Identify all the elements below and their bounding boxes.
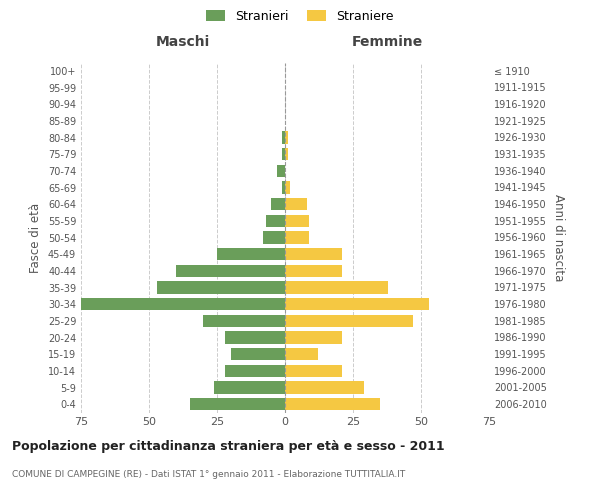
Bar	[190, 398, 285, 410]
Bar	[285, 331, 342, 344]
Bar	[285, 298, 429, 310]
Bar	[285, 348, 317, 360]
Bar	[266, 214, 285, 227]
Bar	[282, 181, 285, 194]
Legend: Stranieri, Straniere: Stranieri, Straniere	[203, 6, 397, 26]
Bar	[285, 148, 288, 160]
Bar	[217, 248, 285, 260]
Text: Femmine: Femmine	[352, 34, 422, 48]
Y-axis label: Anni di nascita: Anni di nascita	[552, 194, 565, 281]
Bar	[282, 148, 285, 160]
Text: Maschi: Maschi	[156, 34, 210, 48]
Bar	[282, 131, 285, 144]
Y-axis label: Fasce di età: Fasce di età	[29, 202, 42, 272]
Bar	[230, 348, 285, 360]
Bar	[285, 131, 288, 144]
Bar	[271, 198, 285, 210]
Bar	[225, 331, 285, 344]
Bar	[285, 231, 310, 244]
Bar	[285, 364, 342, 377]
Bar	[176, 264, 285, 277]
Bar	[285, 264, 342, 277]
Text: Popolazione per cittadinanza straniera per età e sesso - 2011: Popolazione per cittadinanza straniera p…	[12, 440, 445, 453]
Bar	[285, 314, 413, 327]
Bar	[285, 214, 310, 227]
Bar	[263, 231, 285, 244]
Bar	[225, 364, 285, 377]
Bar	[157, 281, 285, 293]
Bar	[285, 248, 342, 260]
Bar	[214, 381, 285, 394]
Bar	[285, 281, 388, 293]
Bar	[203, 314, 285, 327]
Bar	[285, 398, 380, 410]
Bar	[277, 164, 285, 177]
Text: COMUNE DI CAMPEGINE (RE) - Dati ISTAT 1° gennaio 2011 - Elaborazione TUTTITALIA.: COMUNE DI CAMPEGINE (RE) - Dati ISTAT 1°…	[12, 470, 405, 479]
Bar	[285, 181, 290, 194]
Bar	[285, 198, 307, 210]
Bar	[81, 298, 285, 310]
Bar	[285, 381, 364, 394]
